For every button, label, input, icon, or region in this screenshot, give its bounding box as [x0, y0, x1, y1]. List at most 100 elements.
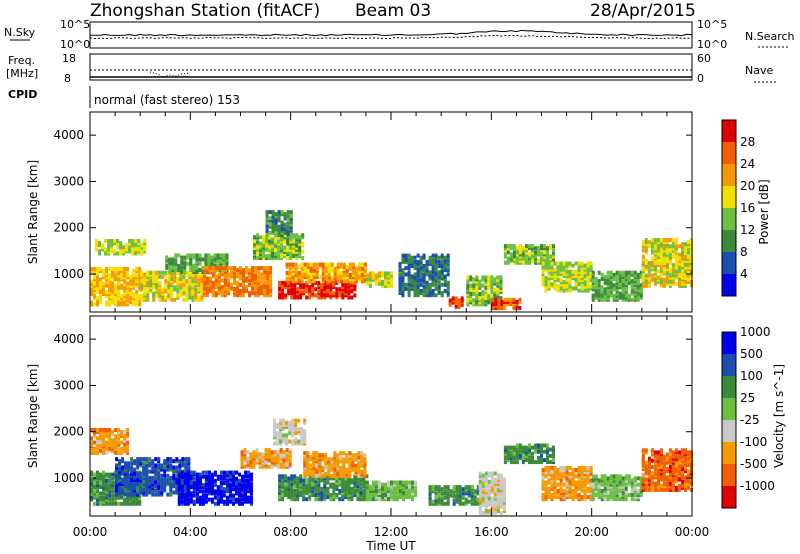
- velocity-cell: [120, 495, 124, 500]
- velocity-cell: [154, 457, 158, 462]
- velocity-cell: [123, 436, 127, 441]
- velocity-cell: [285, 437, 289, 442]
- velocity-cell: [118, 490, 122, 495]
- velocity-cell: [384, 493, 387, 497]
- velocity-cell: [311, 488, 315, 493]
- velocity-cell: [99, 481, 102, 485]
- velocity-cell: [568, 486, 572, 491]
- power-cell: [293, 285, 297, 290]
- power-cell: [448, 298, 452, 303]
- power-cell: [515, 302, 519, 306]
- power-cell: [269, 280, 273, 285]
- velocity-cell: [123, 448, 127, 453]
- velocity-cell: [192, 483, 196, 488]
- power-cell: [341, 293, 345, 298]
- power-cell: [636, 297, 640, 302]
- power-cell: [365, 281, 369, 286]
- velocity-cell: [359, 490, 363, 495]
- power-cell: [271, 241, 275, 246]
- power-cell: [333, 271, 337, 275]
- power-cell: [668, 267, 672, 272]
- power-cell: [253, 235, 256, 240]
- power-cell: [630, 283, 634, 288]
- velocity-cell: [550, 497, 554, 502]
- power-cell: [636, 283, 640, 288]
- velocity-cell: [102, 474, 105, 479]
- velocity-cell: [189, 483, 193, 488]
- velocity-cell: [96, 442, 99, 447]
- velocity-cell: [145, 486, 149, 491]
- power-cell: [512, 244, 516, 249]
- power-cell: [161, 289, 165, 294]
- power-cell: [665, 271, 669, 276]
- velocity-cell: [344, 493, 348, 497]
- power-cell: [425, 272, 429, 277]
- power-cell: [280, 241, 284, 246]
- velocity-cell: [583, 476, 587, 481]
- velocity-cell: [381, 495, 384, 500]
- power-cell: [289, 252, 293, 256]
- velocity-cell: [195, 487, 199, 492]
- power-cell: [289, 220, 293, 225]
- power-cell: [668, 254, 672, 259]
- power-cell: [528, 254, 531, 259]
- power-cell: [413, 282, 417, 287]
- power-cell: [120, 275, 124, 280]
- velocity-cell: [314, 486, 318, 491]
- power-cell: [155, 287, 159, 292]
- velocity-cell: [333, 469, 337, 474]
- velocity-cell: [600, 488, 604, 493]
- velocity-cell: [250, 495, 253, 500]
- power-cell: [496, 281, 500, 286]
- velocity-cell: [487, 500, 491, 505]
- velocity-cell: [318, 472, 322, 476]
- power-cell: [301, 235, 305, 240]
- power-cell: [280, 237, 284, 242]
- power-cell: [296, 293, 300, 298]
- velocity-cell: [312, 472, 316, 476]
- power-cell: [509, 299, 513, 304]
- velocity-cell: [178, 459, 182, 464]
- power-cell: [233, 270, 236, 275]
- velocity-cell: [556, 476, 560, 481]
- power-cell: [600, 293, 604, 298]
- y-tick-label: 1000: [53, 267, 84, 281]
- velocity-cell: [481, 498, 485, 503]
- velocity-cell: [198, 501, 202, 506]
- velocity-cell: [250, 485, 253, 490]
- velocity-cell: [216, 474, 220, 479]
- velocity-cell: [293, 482, 297, 487]
- velocity-cell: [350, 480, 354, 485]
- velocity-cell: [490, 506, 494, 511]
- power-cell: [416, 268, 420, 273]
- velocity-cell: [559, 482, 563, 487]
- power-cell: [291, 262, 295, 267]
- power-cell: [111, 298, 115, 303]
- power-cell: [182, 279, 186, 284]
- velocity-cell: [293, 476, 297, 481]
- power-cell: [292, 245, 296, 250]
- power-cell: [105, 283, 108, 288]
- velocity-cell: [356, 488, 360, 493]
- power-cell: [594, 291, 598, 296]
- power-cell: [262, 237, 266, 242]
- velocity-cell: [108, 428, 112, 432]
- power-cell: [644, 250, 648, 255]
- beam-label: Beam 03: [355, 1, 431, 21]
- velocity-cell: [478, 479, 482, 484]
- power-cell: [217, 278, 221, 283]
- power-cell: [674, 265, 678, 270]
- power-cell: [260, 266, 264, 271]
- power-cell: [500, 302, 504, 306]
- power-cell: [129, 294, 133, 299]
- power-cell: [315, 266, 319, 271]
- power-cell: [335, 291, 339, 296]
- velocity-cell: [384, 482, 387, 487]
- power-cell: [413, 255, 417, 260]
- velocity-cell: [219, 489, 223, 494]
- power-cell: [167, 283, 171, 288]
- velocity-cell: [589, 478, 593, 483]
- velocity-cell: [363, 457, 367, 462]
- velocity-cell: [353, 476, 357, 481]
- velocity-cell: [305, 480, 309, 485]
